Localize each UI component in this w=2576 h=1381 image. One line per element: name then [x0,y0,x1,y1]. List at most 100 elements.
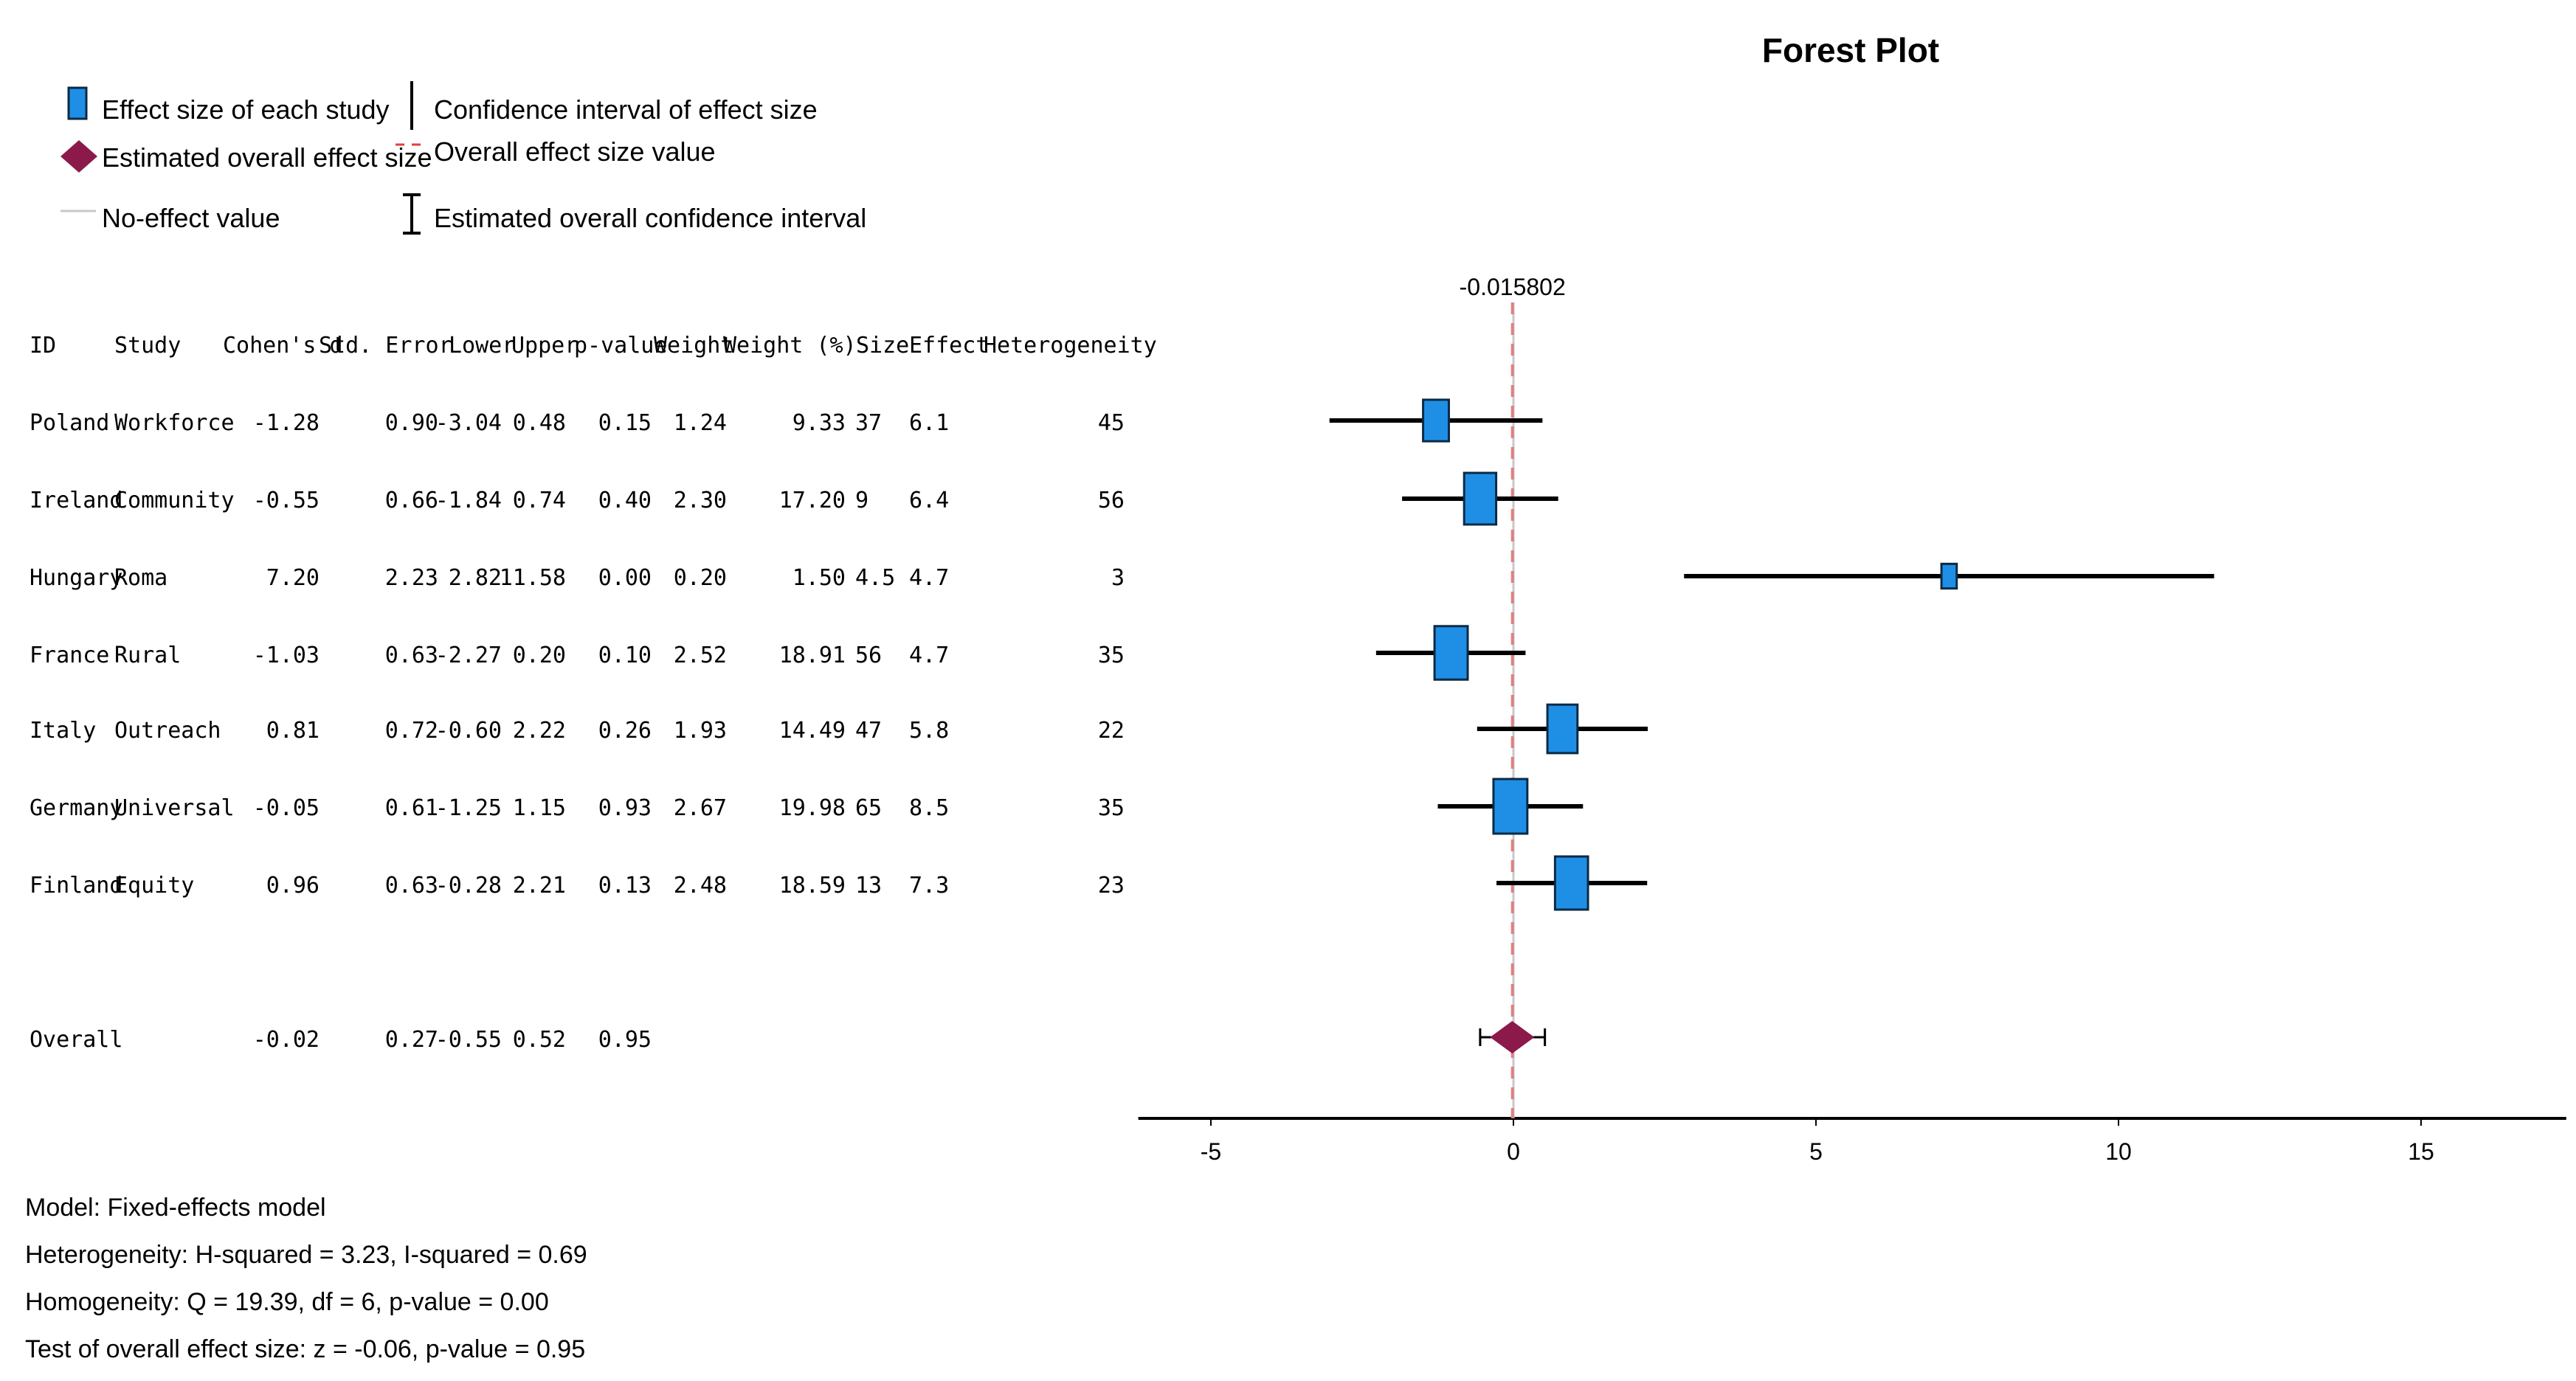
legend-overall-effect-swatch [61,140,97,173]
cell-size: 65 [855,795,882,821]
x-tick-label: 10 [2105,1138,2132,1165]
cell-d: 0.81 [266,718,320,744]
table-row-overall: Overall -0.02 0.27-0.55 0.52 0.95 [30,1027,652,1053]
legend: Effect size of each study Estimated over… [61,81,866,235]
cell-effect: 6.4 [909,488,949,513]
cell-lower: -1.25 [435,795,502,821]
cell-d: 7.20 [266,565,320,591]
cell-size: 4.5 [855,565,895,591]
cell-id: Poland [30,410,109,436]
cell-weight-pct: 19.98 [779,795,846,821]
cell-upper: 2.21 [513,873,566,899]
column-header: Weight [654,333,733,359]
table-row: Italy Outreach 0.81 0.72-0.60 2.22 0.26 1.93 14… [30,718,1125,744]
cell-het: 35 [1098,643,1125,668]
chart-title: Forest Plot [1762,31,1939,69]
cell-het: 45 [1098,410,1125,436]
cell-d: -0.55 [253,488,320,513]
effect-box [1422,398,1450,443]
column-header: p-value [574,333,667,359]
cell-lower: -1.84 [435,488,502,513]
cell-size: 56 [855,643,882,668]
cell-study: Universal [114,795,235,821]
cell-lower: -0.28 [435,873,502,899]
cell-weight: 2.67 [674,795,727,821]
footnotes: Model: Fixed-effects model Heterogeneity:… [25,1194,587,1363]
cell-id: Germany [30,795,122,821]
cell-se: 0.63 [385,873,438,899]
cell-weight-pct: 17.20 [779,488,846,513]
cell-upper: 11.58 [500,565,566,591]
legend-overall-ci-label: Estimated overall confidence interval [434,203,866,233]
legend-ci-label: Confidence interval of effect size [434,94,818,125]
legend-overall-ci-swatch [403,193,421,235]
cell-weight: 2.52 [674,643,727,668]
cell-study: Outreach [114,718,221,744]
effect-box [1463,471,1498,526]
overall-cell-lower: -0.55 [435,1027,502,1053]
overall-cell-id: Overall [30,1027,122,1053]
cell-lower: -3.04 [435,410,502,436]
column-header: Effect [909,333,989,359]
cell-d: 0.96 [266,873,320,899]
cell-weight: 1.93 [674,718,727,744]
cell-size: 13 [855,873,882,899]
cell-size: 47 [855,718,882,744]
x-tick-label: 0 [1507,1138,1520,1165]
column-header: Lower [449,333,515,359]
cell-se: 0.90 [385,410,438,436]
cell-study: Community [114,488,235,513]
legend-overall-effect-label: Estimated overall effect size [102,142,432,173]
cell-weight-pct: 18.59 [779,873,846,899]
cell-upper: 0.20 [513,643,566,668]
overall-effect-diamond [1490,1021,1535,1053]
column-header: Cohen's d [223,333,343,359]
column-header: Size [856,333,909,359]
cell-se: 0.61 [385,795,438,821]
footnote-line: Test of overall effect size: z = -0.06, … [25,1335,585,1363]
cell-d: -1.03 [253,643,320,668]
cell-effect: 7.3 [909,873,949,899]
column-header: Heterogeneity [984,333,1157,359]
overall-effect-line-label: -0.015802 [1460,274,1566,300]
overall-cell-upper: 0.52 [513,1027,566,1053]
cell-size: 37 [855,410,882,436]
cell-effect: 4.7 [909,565,949,591]
cell-effect: 8.5 [909,795,949,821]
cell-p: 0.13 [598,873,652,899]
cell-weight-pct: 18.91 [779,643,846,668]
cell-effect: 6.1 [909,410,949,436]
cell-het: 23 [1098,873,1125,899]
footnote-line: Model: Fixed-effects model [25,1194,326,1222]
column-header: Study [114,333,181,359]
effect-box [1553,855,1589,911]
overall-cell-se: 0.27 [385,1027,438,1053]
cell-se: 0.72 [385,718,438,744]
column-header: Std. Error [319,333,452,359]
cell-weight-pct: 9.33 [793,410,846,436]
cell-effect: 4.7 [909,643,949,668]
cell-p: 0.00 [598,565,652,591]
cell-id: Italy [30,718,96,744]
cell-size: 9 [855,488,869,513]
cell-id: Finland [30,873,122,899]
effect-box [1546,703,1579,755]
cell-upper: 0.74 [513,488,566,513]
legend-overall-value-label: Overall effect size value [434,136,716,167]
cell-p: 0.10 [598,643,652,668]
cell-id: Ireland [30,488,122,513]
cell-lower: 2.82 [449,565,502,591]
cell-weight: 2.30 [674,488,727,513]
cell-se: 2.23 [385,565,438,591]
cell-weight: 1.24 [674,410,727,436]
cell-weight-pct: 1.50 [793,565,846,591]
x-tick-label: 15 [2408,1138,2434,1165]
cell-upper: 2.22 [513,718,566,744]
effect-box [1492,778,1529,835]
overall-cell-d: -0.02 [253,1027,320,1053]
cell-het: 3 [1111,565,1125,591]
column-header: Weight (%) [723,333,857,359]
